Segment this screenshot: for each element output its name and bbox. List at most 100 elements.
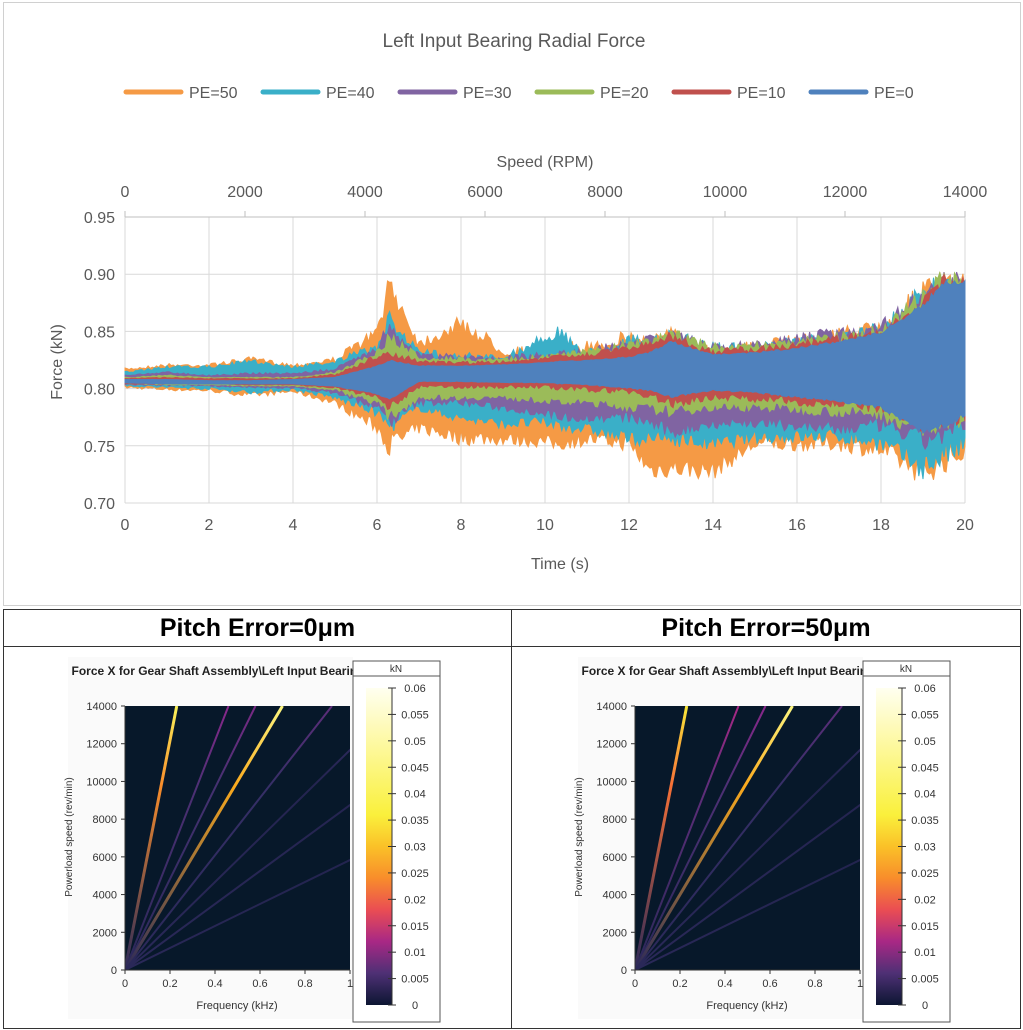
colorbar-tick-label: 0.02 [404,894,425,906]
harmonic-line [635,706,843,970]
colorbar-tick-label: 0.015 [911,921,939,933]
heatmap-background [125,706,350,970]
harmonic-line [125,706,179,970]
x-tick-label: 16 [788,517,806,534]
chart-title: Left Input Bearing Radial Force [383,31,646,52]
x-tick-label: 0 [632,978,638,990]
x-tick-label: 1 [347,978,353,990]
heatmap-title: Force X for Gear Shaft Assembly\Left Inp… [582,664,875,678]
x-tick-label: 10 [536,517,554,534]
x2-tick-label: 2000 [227,184,263,201]
legend-label: PE=10 [737,85,786,102]
y-tick-label: 14000 [86,701,117,713]
colorbar-tick-label: 0 [412,1000,418,1012]
y-tick-label: 0 [111,965,117,977]
y-tick-label: 6000 [93,852,117,864]
y-tick-label: 2000 [93,927,117,939]
legend-label: PE=50 [189,85,238,102]
x2-axis-title: Speed (RPM) [497,154,594,171]
legend-label: PE=30 [463,85,512,102]
y-tick-label: 6000 [603,852,627,864]
colorbar-tick-label: 0.05 [914,736,935,748]
y-tick-label: 12000 [596,739,627,751]
y-tick-label: 10000 [86,776,117,788]
harmonic-line [125,858,350,970]
x2-tick-label: 0 [121,184,130,201]
x-tick-label: 18 [872,517,890,534]
line-chart: Left Input Bearing Radial Force PE=50 PE=… [49,31,988,573]
harmonic-line [125,748,350,970]
x-tick-label: 4 [289,517,298,534]
x-axis-title: Frequency (kHz) [706,1000,787,1012]
legend-label: PE=20 [600,85,649,102]
colorbar-tick-label: 0.04 [914,789,935,801]
x-tick-label: 12 [620,517,638,534]
y-tick-label: 4000 [93,890,117,902]
colorbar-tick-label: 0 [922,1000,928,1012]
heatmap-area [125,706,350,970]
harmonic-line [635,706,689,970]
line-chart-panel: Left Input Bearing Radial Force PE=50 PE=… [3,2,1021,606]
colorbar-tick-label: 0.055 [911,709,939,721]
y-tick-label: 0.80 [84,382,115,399]
y-axis-title: Powerload speed (rev/min) [64,777,75,897]
heatmap-right: Force X for Gear Shaft Assembly\Left Inp… [574,657,951,1023]
heatmap-table: Pitch Error=0μm Pitch Error=50μm Force X… [3,609,1021,1029]
x-tick-label: 0 [121,517,130,534]
heatmap-left: Force X for Gear Shaft Assembly\Left Inp… [64,657,441,1023]
y-tick-label: 2000 [603,927,627,939]
heatmap-background [635,706,860,970]
x-tick-label: 0.6 [762,978,777,990]
colorbar-tick-label: 0.035 [911,815,939,827]
colorbar-gradient [876,688,902,1005]
x-tick-label: 0.4 [717,978,732,990]
colorbar-tick-label: 0.005 [911,974,939,986]
colorbar-tick-label: 0.005 [401,974,429,986]
colorbar-tick-label: 0.045 [911,762,939,774]
y-tick-label: 14000 [596,701,627,713]
legend-label: PE=0 [874,85,914,102]
y-tick-label: 0.95 [84,210,115,227]
x-tick-label: 0.8 [297,978,312,990]
colorbar-tick-label: 0.025 [401,868,429,880]
harmonic-line [635,706,767,970]
harmonic-line [635,803,860,970]
colorbar-tick-label: 0.01 [914,947,935,959]
colorbar-tick-label: 0.02 [914,894,935,906]
harmonic-line [125,803,350,970]
y-tick-label: 8000 [93,814,117,826]
x-tick-label: 0.2 [672,978,687,990]
heatmap-title: Force X for Gear Shaft Assembly\Left Inp… [72,664,365,678]
colorbar-tick-label: 0.06 [914,683,935,695]
legend-label: PE=40 [326,85,375,102]
colorbar-gradient [366,688,392,1005]
x2-tick-label: 12000 [823,184,868,201]
y-tick-label: 8000 [603,814,627,826]
colorbar-tick-label: 0.03 [404,842,425,854]
harmonic-line [635,706,740,970]
heatmap-header-left: Pitch Error=0μm [4,610,511,647]
x-axis-title: Time (s) [531,556,589,573]
heatmap-area [635,706,860,970]
y-axis-title: Force (kN) [49,324,66,400]
x-tick-label: 0.8 [807,978,822,990]
x2-tick-label: 10000 [703,184,748,201]
series-band-pe-0 [124,279,966,435]
harmonic-line [635,748,860,970]
y-tick-label: 0.85 [84,324,115,341]
x-tick-label: 0 [122,978,128,990]
colorbar-tick-label: 0.03 [914,842,935,854]
x2-tick-label: 14000 [943,184,988,201]
colorbar-tick-label: 0.055 [401,709,429,721]
y-tick-label: 10000 [596,776,627,788]
x-tick-label: 20 [956,517,974,534]
colorbar-tick-label: 0.01 [404,947,425,959]
harmonic-line [125,706,333,970]
harmonic-line [635,858,860,970]
colorbar-tick-label: 0.035 [401,815,429,827]
y-axis-title: Powerload speed (rev/min) [574,777,585,897]
x-tick-label: 0.4 [207,978,222,990]
x-tick-label: 8 [457,517,466,534]
colorbar-tick-label: 0.06 [404,683,425,695]
